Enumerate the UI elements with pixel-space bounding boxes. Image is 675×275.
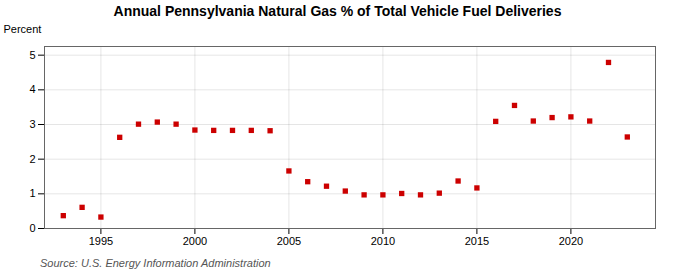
svg-text:1995: 1995 — [89, 235, 113, 247]
svg-text:2020: 2020 — [559, 235, 583, 247]
svg-text:5: 5 — [29, 49, 35, 61]
svg-text:Percent: Percent — [4, 23, 42, 35]
svg-text:4: 4 — [29, 83, 35, 95]
svg-text:2005: 2005 — [277, 235, 301, 247]
svg-text:1: 1 — [29, 187, 35, 199]
html-text:Annual Pennsylvania Natural Ga: Annual Pennsylvania Natural Gas % of Tot… — [113, 3, 562, 19]
html-text:Source: U.S. Energy Informatio: Source: U.S. Energy Information Administ… — [40, 257, 271, 269]
svg-text:3: 3 — [29, 118, 35, 130]
svg-text:2: 2 — [29, 153, 35, 165]
svg-text:2015: 2015 — [465, 235, 489, 247]
svg-text:2000: 2000 — [183, 235, 207, 247]
svg-text:2010: 2010 — [371, 235, 395, 247]
svg-text:0: 0 — [29, 222, 35, 234]
